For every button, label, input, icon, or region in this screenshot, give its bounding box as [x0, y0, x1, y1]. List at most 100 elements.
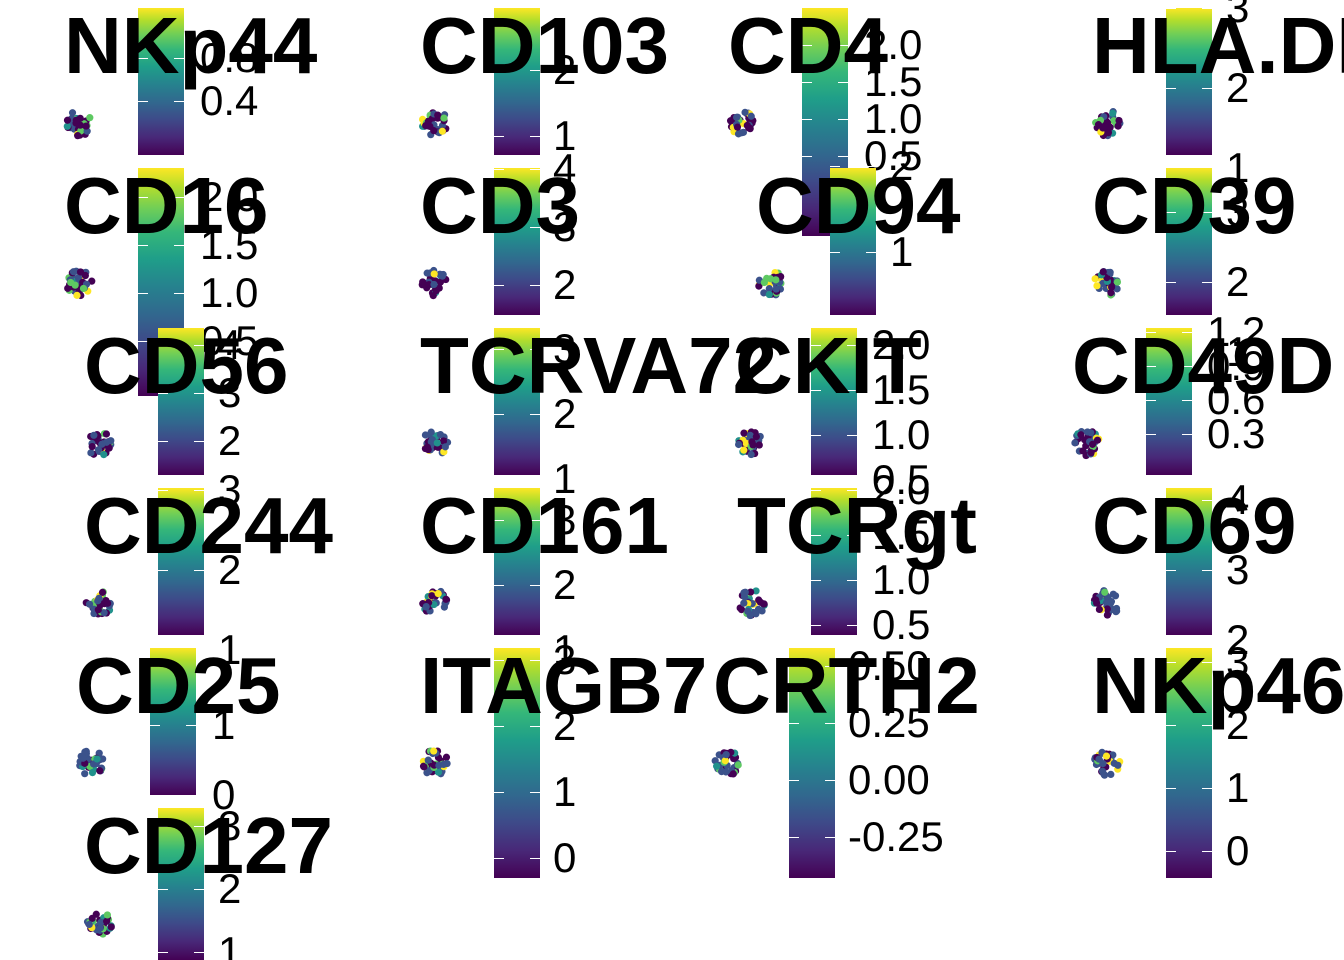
- colorbar-tick-label: 1.0: [872, 411, 931, 458]
- scatter-point: [86, 114, 94, 122]
- colorbar-tick: [150, 795, 160, 796]
- colorbar-tick: [138, 101, 148, 102]
- colorbar-tick: [494, 285, 504, 286]
- panel-title: CKIT: [735, 321, 922, 410]
- panel-title: CD94: [756, 161, 961, 250]
- colorbar-tick: [1166, 570, 1176, 571]
- scatter-point: [741, 108, 749, 116]
- scatter-point: [1102, 752, 1111, 760]
- panel-title: CD56: [84, 321, 289, 410]
- colorbar-tick: [194, 889, 204, 890]
- scatter-point: [64, 284, 72, 292]
- scatter-point: [1113, 607, 1121, 615]
- colorbar-tick: [789, 837, 799, 838]
- scatter-point: [1107, 598, 1116, 606]
- colorbar-tick-label: 2: [1226, 616, 1250, 663]
- colorbar-tick: [811, 345, 821, 346]
- spatial-scatter-thumbnail: [726, 108, 757, 138]
- scatter-point: [102, 917, 111, 925]
- scatter-point: [420, 763, 428, 771]
- colorbar-tick: [1202, 570, 1212, 571]
- scatter-point: [740, 446, 748, 454]
- colorbar: [138, 8, 184, 155]
- colorbar-tick: [1166, 212, 1176, 213]
- colorbar-tick: [158, 826, 168, 827]
- colorbar-tick: [194, 570, 204, 571]
- colorbar-tick-label: 0.5: [872, 601, 931, 648]
- colorbar-tick-label: 3: [218, 466, 242, 513]
- colorbar-tick-label: 2: [1226, 64, 1250, 111]
- colorbar-tick: [158, 490, 168, 491]
- colorbar-tick: [1202, 725, 1212, 726]
- colorbar-tick: [1166, 500, 1176, 501]
- colorbar-tick: [530, 585, 540, 586]
- scatter-point: [747, 112, 755, 120]
- colorbar: [494, 328, 540, 475]
- scatter-point: [1107, 770, 1115, 778]
- scatter-point: [90, 431, 98, 439]
- colorbar-tick: [1166, 788, 1176, 789]
- scatter-point: [69, 268, 78, 276]
- spatial-scatter-thumbnail: [64, 267, 96, 300]
- scatter-point: [87, 449, 95, 457]
- scatter-point: [740, 599, 748, 607]
- scatter-point: [1101, 122, 1109, 131]
- colorbar-tick-label: 1: [1226, 144, 1250, 191]
- colorbar-tick: [194, 952, 204, 953]
- colorbar-tick: [847, 490, 857, 491]
- colorbar-tick: [530, 414, 540, 415]
- spatial-scatter-thumbnail: [83, 910, 115, 938]
- colorbar-tick-label: 2: [1226, 701, 1250, 748]
- scatter-point: [1101, 588, 1109, 596]
- spatial-scatter-thumbnail: [1090, 587, 1121, 619]
- colorbar-tick: [494, 349, 504, 350]
- colorbar-tick: [530, 70, 540, 71]
- panel-title: HLA.DR: [1092, 1, 1344, 90]
- colorbar-tick: [530, 660, 540, 661]
- scatter-point: [765, 290, 773, 299]
- colorbar-tick: [1146, 332, 1156, 333]
- colorbar-tick-label: 3: [1226, 0, 1250, 31]
- colorbar-tick: [1202, 851, 1212, 852]
- spatial-scatter-thumbnail: [87, 430, 115, 459]
- spatial-scatter-thumbnail: [421, 428, 452, 457]
- scatter-point: [733, 113, 741, 121]
- scatter-point: [85, 600, 94, 608]
- colorbar-tick-label: 2.0: [872, 321, 931, 368]
- scatter-point: [79, 754, 87, 762]
- scatter-point: [438, 127, 446, 135]
- colorbar-tick: [847, 480, 857, 481]
- spatial-scatter-thumbnail: [419, 587, 451, 615]
- scatter-point: [1106, 268, 1114, 276]
- scatter-point: [734, 130, 743, 138]
- scatter-point: [721, 757, 729, 765]
- colorbar-tick: [825, 780, 835, 781]
- scatter-point: [94, 597, 102, 605]
- colorbar-tick: [1202, 282, 1212, 283]
- scatter-point: [740, 589, 748, 597]
- scatter-point: [428, 592, 436, 600]
- colorbar: [158, 808, 204, 960]
- scatter-point: [1113, 285, 1121, 293]
- scatter-point: [747, 588, 755, 596]
- colorbar-tick: [530, 792, 540, 793]
- panel-title: CD49D: [1072, 321, 1335, 410]
- spatial-scatter-thumbnail: [1091, 268, 1122, 299]
- colorbar-tick: [1166, 640, 1176, 641]
- colorbar: [1166, 648, 1212, 878]
- panel-title: CD4: [728, 1, 889, 90]
- scatter-point: [1107, 283, 1116, 291]
- scatter-point: [772, 285, 780, 293]
- colorbar-tick: [494, 585, 504, 586]
- scatter-point: [747, 450, 755, 459]
- scatter-point: [97, 918, 105, 926]
- colorbar-tick: [830, 252, 840, 253]
- scatter-point: [436, 430, 445, 439]
- colorbar-tick: [174, 293, 184, 294]
- colorbar-tick-label: 2: [553, 390, 577, 437]
- panel-title: CRTH2: [713, 641, 980, 730]
- colorbar-tick: [138, 293, 148, 294]
- colorbar-tick: [811, 535, 821, 536]
- scatter-point: [98, 588, 107, 596]
